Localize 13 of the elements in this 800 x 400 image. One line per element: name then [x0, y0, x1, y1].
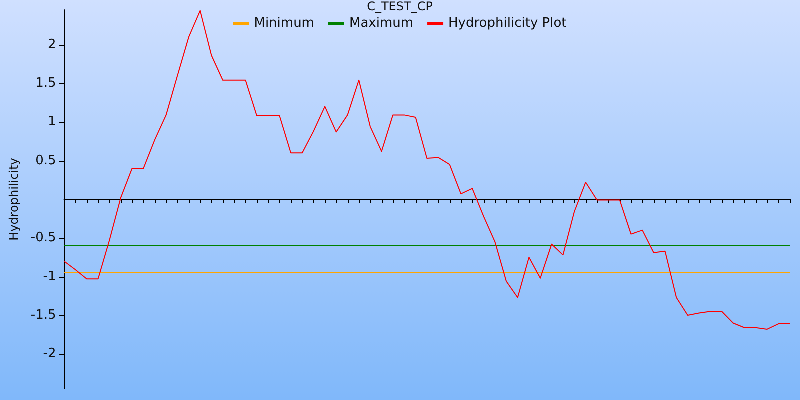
y-tick-label: 1.5 — [36, 76, 56, 91]
y-tick-label: -1 — [43, 269, 56, 284]
y-tick-label: 1 — [48, 114, 56, 130]
y-tick-label: 2 — [48, 37, 56, 52]
legend-label: Minimum — [254, 16, 314, 31]
legend-label: Hydrophilicity Plot — [448, 16, 567, 31]
y-tick-label: 0.5 — [36, 153, 56, 168]
y-tick-label: -1.5 — [30, 308, 56, 324]
y-axis-title: Hydrophilicity — [7, 158, 21, 241]
y-tick-label: -0.5 — [30, 230, 56, 246]
y-tick-label: -2 — [43, 346, 56, 362]
legend-label: Maximum — [349, 16, 414, 31]
chart-title: C_TEST_CP — [367, 0, 433, 14]
